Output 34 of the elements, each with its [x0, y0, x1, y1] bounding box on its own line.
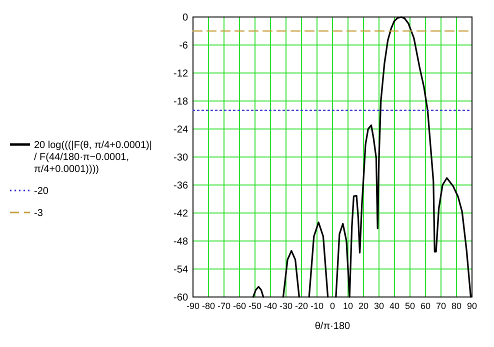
x-axis-title: θ/π·180: [314, 321, 351, 332]
x-tick-label: -90: [186, 301, 200, 311]
y-tick-label: -6: [179, 40, 188, 52]
x-tick-label: 50: [404, 301, 416, 311]
x-tick-label: -50: [248, 301, 262, 311]
x-tick-label: 60: [420, 301, 431, 311]
y-tick-label: 0: [182, 12, 188, 24]
x-tick-label: 30: [374, 301, 384, 311]
legend-label: -3: [34, 208, 44, 219]
y-tick-label: -48: [174, 236, 188, 248]
x-tick-label: -80: [202, 301, 216, 311]
y-tick-label: -24: [174, 124, 188, 136]
x-tick-label: -70: [217, 301, 231, 311]
x-tick-label: -20: [294, 301, 308, 311]
x-tick-label: 90: [466, 301, 478, 311]
y-tick-label: -60: [174, 292, 188, 304]
x-tick-label: 10: [342, 301, 354, 311]
y-tick-label: -30: [174, 152, 188, 164]
x-tick-label: -30: [279, 301, 293, 311]
legend-label: -20: [34, 186, 49, 197]
x-tick-label: 20: [358, 301, 369, 311]
y-tick-label: -42: [174, 208, 188, 220]
y-tick-label: -36: [174, 180, 188, 192]
x-tick-label: 40: [389, 301, 400, 311]
y-tick-label: -18: [174, 96, 188, 108]
y-tick-label: -12: [174, 68, 188, 80]
x-tick-label: -10: [310, 301, 324, 311]
x-tick-label: -40: [264, 301, 278, 311]
legend-label: 20 log(((|F(θ, π/4+0.0001)| / F(44/180·π−0.0001, π/4+0.0001)))): [34, 140, 152, 175]
y-tick-label: -54: [174, 264, 188, 276]
x-tick-label: 0: [330, 301, 336, 311]
x-tick-label: 80: [451, 301, 462, 311]
x-tick-label: 70: [436, 301, 446, 311]
x-tick-label: -60: [232, 301, 246, 311]
